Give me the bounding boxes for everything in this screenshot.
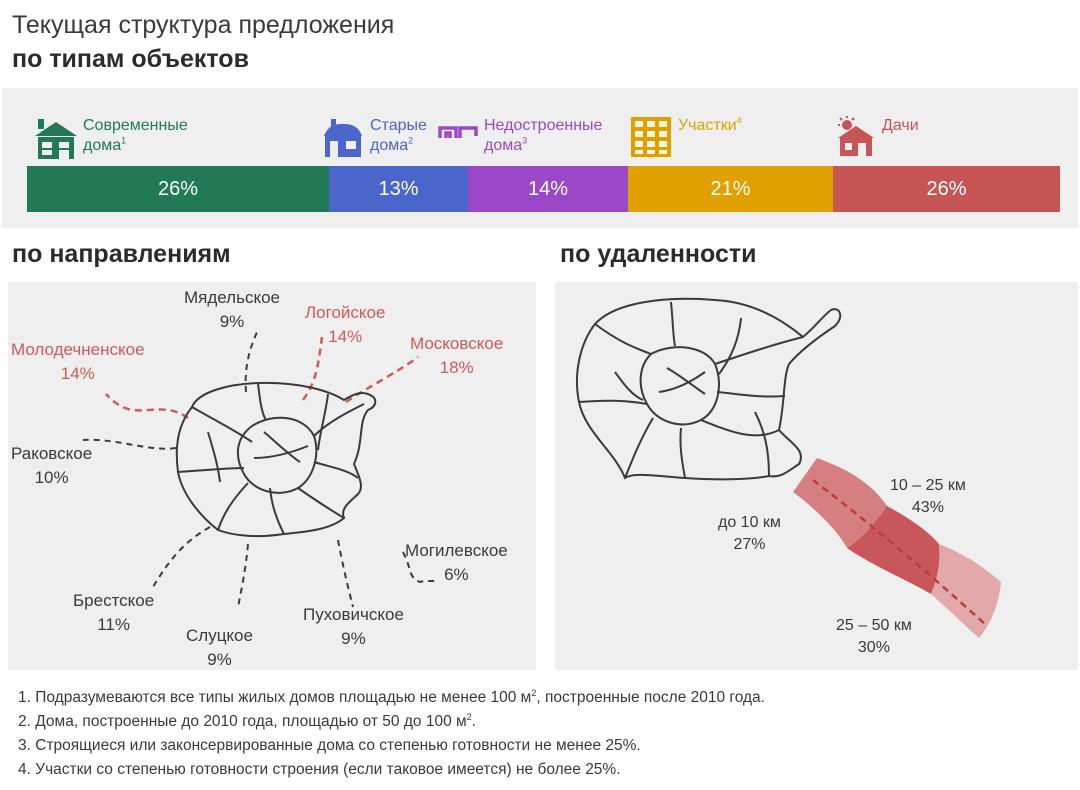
footnote-1-text: Подразумеваются все типы жилых домов пло…: [35, 689, 532, 706]
page-title: Текущая структура предложения: [12, 11, 395, 39]
page-subtitle: по типам объектов: [12, 45, 249, 73]
direction-rakov-percent: 10%: [34, 468, 69, 487]
footnote-1-text-end: , построенные после 2010 года.: [536, 689, 765, 706]
direction-pukhovichi: Пуховичское 9%: [303, 603, 404, 651]
distance-title: по удаленности: [560, 240, 757, 268]
footnote-2-text-end: .: [471, 713, 476, 730]
legend-unfinished-label-2: дома: [484, 137, 523, 154]
footnote-3-text: Строящиеся или законсервированные дома с…: [35, 737, 641, 754]
directions-title: по направлениям: [12, 240, 231, 268]
direction-logoysk: Логойское 14%: [305, 301, 385, 349]
roads-red: [105, 336, 419, 420]
direction-myadel-percent: 9%: [219, 312, 245, 331]
legend-modern-note: 1: [121, 135, 127, 146]
footnote-3-num: 3.: [18, 737, 31, 754]
direction-logoysk-percent: 14%: [328, 327, 363, 346]
directions-map: [82, 329, 439, 608]
direction-brest-name: Брестское: [73, 591, 155, 610]
distance-range-50: 25 – 50 км: [836, 617, 912, 634]
legend-modern-label-1: Современные: [83, 117, 188, 134]
distance-range-25: 10 – 25 км: [890, 477, 966, 494]
legend-dachas-label: Дачи: [882, 117, 919, 134]
footnote-1-sup: 2: [531, 687, 537, 698]
direction-myadel: Мядельское 9%: [184, 286, 280, 334]
direction-pukhovichi-name: Пуховичское: [303, 605, 404, 624]
direction-slutsk: Слуцкое 9%: [186, 624, 253, 672]
distance-percent-25: 43%: [911, 499, 944, 516]
footnote-2-num: 2.: [18, 713, 31, 730]
footnote-3: 3. Строящиеся или законсервированные дом…: [18, 734, 765, 758]
footnote-1: 1. Подразумеваются все типы жилых домов …: [18, 686, 765, 710]
bar-dachas: 26%: [833, 166, 1060, 212]
footnote-2-sup: 2: [466, 711, 472, 722]
legend-plots: Участки4: [630, 116, 742, 158]
legend-dachas: Дачи: [836, 116, 919, 158]
legend-unfinished-houses: Недостроенные дома3: [438, 116, 602, 156]
old-house-icon: [324, 119, 362, 157]
footnote-4-text: Участки со степенью готовности строения …: [35, 761, 621, 778]
direction-logoysk-name: Логойское: [305, 303, 386, 322]
sector-up-to-10km: [793, 458, 887, 548]
footnote-4: 4. Участки со степенью готовности строен…: [18, 758, 765, 782]
sector-25-50km: [931, 544, 1001, 638]
distance-map-panel: [555, 282, 1078, 670]
direction-rakov-name: Раковское: [11, 444, 93, 463]
modern-house-icon: [35, 119, 77, 159]
distance-map: [576, 297, 1001, 638]
direction-molodechno-percent: 14%: [60, 364, 95, 383]
direction-mogilev: Могилевское 6%: [405, 539, 508, 587]
footnote-2-text: Дома, построенные до 2010 года, площадью…: [35, 713, 467, 730]
distance-percent-10: 27%: [733, 536, 766, 553]
city-outline-left: [175, 381, 377, 538]
distance-label-25: 10 – 25 км 43%: [890, 475, 966, 519]
direction-brest-percent: 11%: [97, 615, 130, 634]
unfinished-house-icon: [438, 126, 478, 138]
distance-label-50: 25 – 50 км 30%: [836, 615, 912, 659]
legend-old-houses: Старые дома2: [322, 116, 427, 158]
plot-grid-icon: [631, 117, 671, 157]
legend-old-label-2: дома: [370, 137, 409, 154]
direction-moscow-percent: 18%: [439, 358, 474, 377]
distance-percent-50: 30%: [857, 639, 890, 656]
direction-slutsk-name: Слуцкое: [186, 626, 253, 645]
direction-mogilev-name: Могилевское: [405, 541, 508, 560]
bar-old-houses: 13%: [329, 166, 468, 212]
legend-plots-label: Участки: [678, 117, 737, 134]
legend-unfinished-label-1: Недостроенные: [484, 117, 603, 134]
distance-range-10: до 10 км: [718, 514, 781, 531]
direction-slutsk-percent: 9%: [207, 650, 232, 669]
bar-modern-houses: 26%: [27, 166, 329, 212]
bar-plots: 21%: [628, 166, 833, 212]
footnote-1-num: 1.: [18, 689, 31, 706]
direction-myadel-name: Мядельское: [184, 288, 280, 307]
direction-mogilev-percent: 6%: [444, 565, 469, 584]
direction-moscow-name: Московское: [410, 334, 504, 353]
legend-modern-label-2: дома: [83, 137, 122, 154]
dacha-icon: [838, 116, 874, 156]
direction-moscow: Московское 18%: [410, 332, 503, 380]
bar-unfinished-houses: 14%: [468, 166, 628, 212]
footnote-4-num: 4.: [18, 761, 31, 778]
legend-plots-note: 4: [736, 115, 742, 126]
footnote-2: 2. Дома, построенные до 2010 года, площа…: [18, 710, 765, 734]
distance-label-10: до 10 км 27%: [718, 512, 781, 556]
city-outline-right: [576, 297, 842, 481]
legend-old-note: 2: [408, 135, 414, 146]
direction-rakov: Раковское 10%: [11, 442, 92, 490]
direction-molodechno: Молодечненское 14%: [11, 338, 145, 386]
sector-10-25km: [847, 506, 940, 594]
direction-brest: Брестское 11%: [73, 589, 154, 637]
distance-axis-line: [812, 479, 986, 625]
direction-pukhovichi-percent: 9%: [341, 629, 366, 648]
legend-unfinished-note: 3: [522, 135, 528, 146]
roads-gray: [82, 329, 439, 608]
directions-map-panel: [8, 282, 536, 670]
legend-old-label-1: Старые: [370, 117, 427, 134]
legend-modern-houses: Современные дома1: [35, 116, 188, 160]
footnotes: 1. Подразумеваются все типы жилых домов …: [18, 686, 765, 782]
direction-molodechno-name: Молодечненское: [11, 340, 145, 359]
